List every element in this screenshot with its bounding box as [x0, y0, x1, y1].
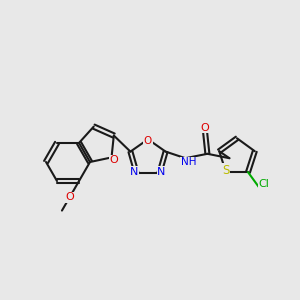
Text: O: O	[65, 192, 74, 202]
Text: N: N	[157, 167, 166, 177]
Text: Cl: Cl	[259, 179, 269, 189]
Text: O: O	[109, 155, 118, 165]
Text: O: O	[201, 123, 210, 133]
Text: O: O	[144, 136, 152, 146]
Text: N: N	[130, 167, 139, 177]
Text: S: S	[222, 164, 230, 177]
Text: NH: NH	[181, 157, 196, 167]
